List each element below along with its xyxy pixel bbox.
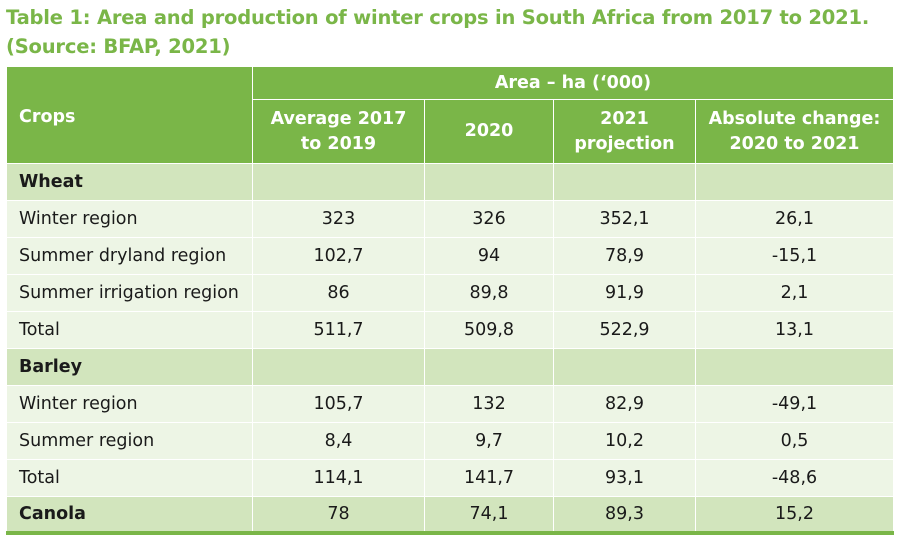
cell-average: 8,4 [252, 422, 425, 460]
cell-average: 102,7 [252, 237, 425, 275]
cell-2021: 78,9 [553, 237, 696, 275]
row-label: Total [6, 311, 253, 349]
cell-average: 86 [252, 274, 425, 312]
crops-table: Crops Area – ha (‘000) Average 2017 to 2… [6, 66, 895, 535]
table-row: Summer irrigation region 86 89,8 91,9 2,… [6, 274, 895, 312]
cell-2020: 94 [424, 237, 554, 275]
cell-2021: 10,2 [553, 422, 696, 460]
row-label: Summer dryland region [6, 237, 253, 275]
cell-change: -48,6 [694, 459, 895, 497]
cell-2021: 352,1 [553, 200, 696, 238]
table-row: Winter region 105,7 132 82,9 -49,1 [6, 385, 895, 423]
table-row: Total 511,7 509,8 522,9 13,1 [6, 311, 895, 349]
area-header: Area – ha (‘000) [251, 66, 895, 100]
row-label: Total [6, 459, 253, 497]
cell-change: -15,1 [694, 237, 895, 275]
cell-2020: 74,1 [424, 496, 554, 535]
table-row: Winter region 323 326 352,1 26,1 [6, 200, 895, 238]
barley-label: Barley [6, 348, 253, 386]
table-row: Summer dryland region 102,7 94 78,9 -15,… [6, 237, 895, 275]
projection-column-header: 2021 projection [553, 99, 696, 164]
cell-2020: 9,7 [424, 422, 554, 460]
cell-change: 15,2 [694, 496, 895, 535]
cell-average: 78 [252, 496, 425, 535]
barley-group-row: Barley [6, 348, 895, 386]
cell-change: 26,1 [694, 200, 895, 238]
cell-2021: 522,9 [553, 311, 696, 349]
crops-header: Crops [6, 66, 253, 164]
table-row: Summer region 8,4 9,7 10,2 0,5 [6, 422, 895, 460]
wheat-label: Wheat [6, 163, 253, 201]
canola-label: Canola [6, 496, 253, 535]
cell-2020: 509,8 [424, 311, 554, 349]
cell-2021: 91,9 [553, 274, 696, 312]
cell-average: 323 [252, 200, 425, 238]
cell-change: 0,5 [694, 422, 895, 460]
cell-average: 114,1 [252, 459, 425, 497]
header-row-top: Crops Area – ha (‘000) [6, 66, 895, 164]
cell-2020: 141,7 [424, 459, 554, 497]
year-2020-column-header: 2020 [424, 99, 554, 164]
row-label: Winter region [6, 385, 253, 423]
change-column-header: Absolute change: 2020 to 2021 [694, 99, 895, 164]
caption-title: Table 1: Area and production of winter c… [6, 6, 870, 29]
cell-change: 2,1 [694, 274, 895, 312]
row-label: Summer irrigation region [6, 274, 253, 312]
header-row-sub: Average 2017 to 2019 2020 2021 projectio… [6, 99, 895, 164]
cell-2021: 82,9 [553, 385, 696, 423]
average-column-header: Average 2017 to 2019 [252, 99, 425, 164]
table-row: Total 114,1 141,7 93,1 -48,6 [6, 459, 895, 497]
canola-row: Canola 78 74,1 89,3 15,2 [6, 496, 895, 535]
cell-average: 105,7 [252, 385, 425, 423]
cell-2020: 326 [424, 200, 554, 238]
cell-change: 13,1 [694, 311, 895, 349]
row-label: Winter region [6, 200, 253, 238]
cell-average: 511,7 [252, 311, 425, 349]
cell-2020: 132 [424, 385, 554, 423]
caption-source: (Source: BFAP, 2021) [6, 35, 231, 58]
cell-2021: 93,1 [553, 459, 696, 497]
cell-2021: 89,3 [553, 496, 696, 535]
row-label: Summer region [6, 422, 253, 460]
cell-change: -49,1 [694, 385, 895, 423]
cell-2020: 89,8 [424, 274, 554, 312]
wheat-group-row: Wheat [6, 163, 895, 201]
table-caption: Table 1: Area and production of winter c… [6, 3, 891, 61]
